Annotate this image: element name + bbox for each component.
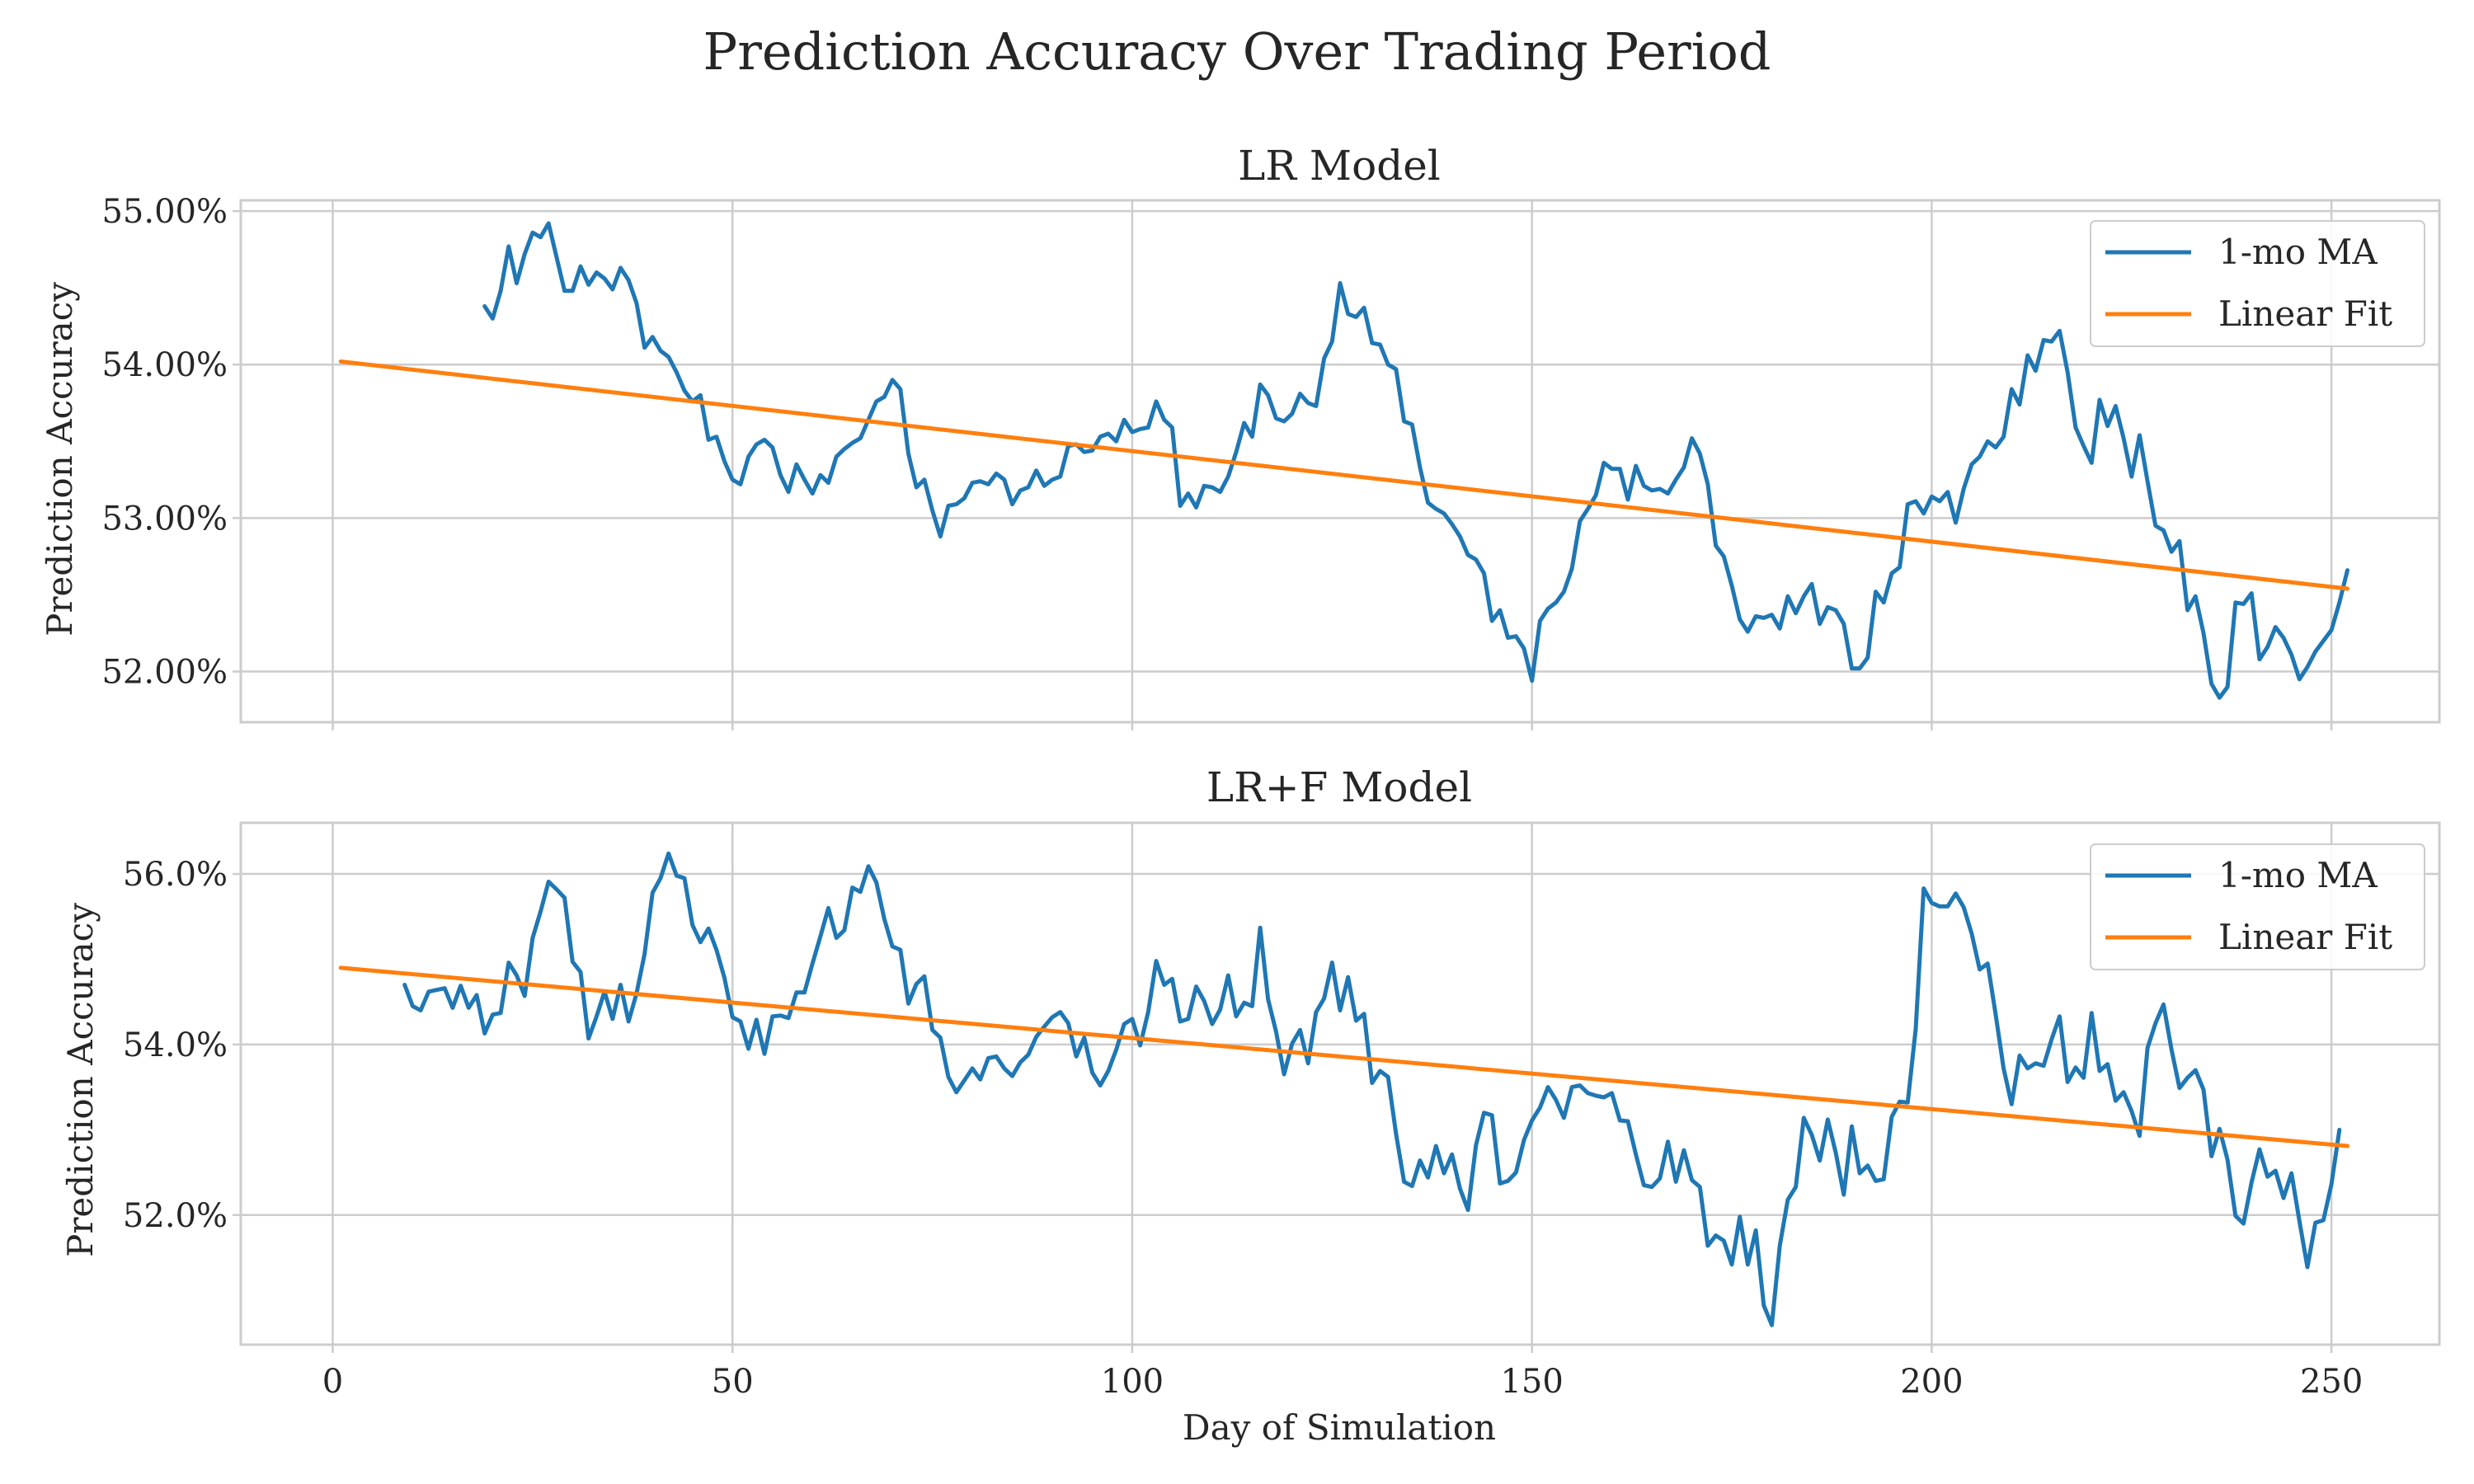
lrf-model-legend: 1-mo MA Linear Fit xyxy=(2090,843,2425,970)
lrf-model-xtick-label: 0 xyxy=(322,1363,343,1401)
lr-model-frame xyxy=(239,199,2441,724)
lr-model-ma-line xyxy=(482,221,2349,700)
lr-model-legend-fit-label: Linear Fit xyxy=(2218,294,2392,334)
lr-model-title: LR Model xyxy=(1238,142,1441,190)
lr-model-panel: LR Model Prediction Accuracy 52.00% 53.00… xyxy=(40,142,2441,730)
lrf-model-plot-area: 52.0% 54.0% 56.0% 0 50 100 150 200 250 xyxy=(123,821,2441,1401)
lrf-model-xtick-label: 100 xyxy=(1101,1363,1164,1401)
lrf-model-frame xyxy=(239,821,2441,1346)
lrf-model-ma-line xyxy=(402,851,2342,1327)
lrf-model-xlabel: Day of Simulation xyxy=(1183,1407,1496,1448)
lr-model-ytick-label: 52.00% xyxy=(101,654,228,692)
lrf-model-ytick-label: 56.0% xyxy=(123,856,228,894)
lrf-model-xtick-label: 50 xyxy=(712,1363,754,1401)
lr-model-ylabel: Prediction Accuracy xyxy=(40,282,80,636)
lrf-model-linear-fit-line xyxy=(338,965,2350,1148)
lrf-model-ytick-label: 54.0% xyxy=(123,1026,228,1064)
lr-model-ytick-label: 54.00% xyxy=(101,346,228,384)
lr-model-legend-ma-label: 1-mo MA xyxy=(2218,232,2378,272)
lr-model-ytick-label: 55.00% xyxy=(101,193,228,231)
lrf-model-legend-fit-label: Linear Fit xyxy=(2218,917,2392,957)
lr-model-legend: 1-mo MA Linear Fit xyxy=(2090,220,2425,347)
lrf-model-panel: LR+F Model Prediction Accuracy Day of Si… xyxy=(60,763,2441,1448)
figure-title: Prediction Accuracy Over Trading Period xyxy=(703,21,1771,82)
lrf-model-ytick-label: 52.0% xyxy=(123,1197,228,1235)
lrf-model-xtick-label: 200 xyxy=(1900,1363,1963,1401)
lrf-model-title: LR+F Model xyxy=(1206,763,1472,811)
lrf-model-xtick-label: 150 xyxy=(1500,1363,1563,1401)
lrf-model-legend-ma-label: 1-mo MA xyxy=(2218,855,2378,895)
lrf-model-ylabel: Prediction Accuracy xyxy=(60,903,101,1257)
lr-model-plot-area: 52.00% 53.00% 54.00% 55.00% xyxy=(101,193,2441,730)
lr-model-linear-fit-line xyxy=(338,359,2350,591)
lr-model-ytick-label: 53.00% xyxy=(101,500,228,538)
lrf-model-xtick-label: 250 xyxy=(2300,1363,2363,1401)
